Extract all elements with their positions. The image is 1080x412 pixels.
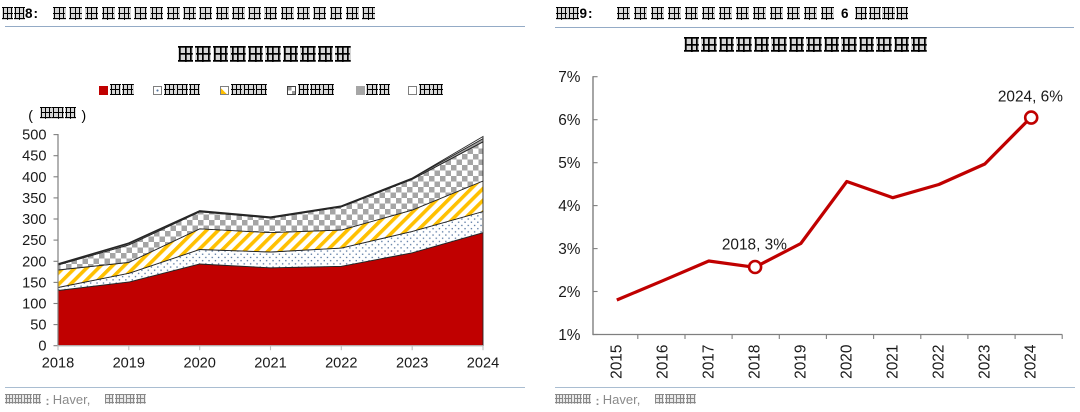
svg-text:2018: 2018 — [746, 345, 763, 379]
svg-text:400: 400 — [22, 170, 46, 186]
svg-text:150: 150 — [22, 275, 46, 291]
svg-text:2%: 2% — [558, 284, 581, 301]
svg-text:6%: 6% — [558, 112, 581, 129]
svg-text:2018, 3%: 2018, 3% — [722, 237, 787, 254]
svg-text:4%: 4% — [558, 198, 581, 215]
svg-text:250: 250 — [22, 233, 46, 249]
svg-text:2020: 2020 — [838, 345, 855, 379]
svg-text:7%: 7% — [558, 69, 581, 86]
svg-text:500: 500 — [22, 128, 46, 144]
svg-text:300: 300 — [22, 212, 46, 228]
svg-text:2022: 2022 — [930, 345, 947, 379]
svg-text:2024: 2024 — [467, 356, 499, 372]
svg-text:2023: 2023 — [976, 345, 993, 379]
svg-text:2015: 2015 — [608, 345, 625, 379]
svg-text:2022: 2022 — [325, 356, 357, 372]
svg-text:1%: 1% — [558, 327, 581, 344]
svg-text:50: 50 — [30, 318, 46, 334]
svg-text:100: 100 — [22, 297, 46, 313]
svg-text:200: 200 — [22, 254, 46, 270]
svg-text:450: 450 — [22, 149, 46, 165]
svg-text:2021: 2021 — [254, 356, 286, 372]
svg-text:0: 0 — [38, 339, 46, 355]
svg-text:2017: 2017 — [700, 345, 717, 379]
svg-text:2024: 2024 — [1022, 344, 1039, 379]
svg-text:2019: 2019 — [792, 345, 809, 379]
svg-text:2020: 2020 — [183, 356, 215, 372]
svg-text:2018: 2018 — [42, 356, 74, 372]
svg-text:350: 350 — [22, 191, 46, 207]
svg-text:2024, 6%: 2024, 6% — [998, 89, 1063, 106]
svg-text:2016: 2016 — [654, 345, 671, 379]
svg-text:3%: 3% — [558, 241, 581, 258]
svg-text:2023: 2023 — [396, 356, 428, 372]
svg-text:2021: 2021 — [884, 345, 901, 379]
svg-text:5%: 5% — [558, 155, 581, 172]
svg-text:2019: 2019 — [113, 356, 145, 372]
